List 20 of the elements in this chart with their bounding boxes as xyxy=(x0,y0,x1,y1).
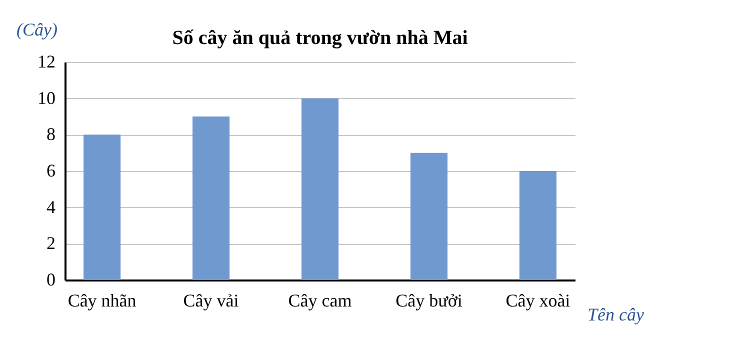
y-tick-label: 10 xyxy=(38,88,56,108)
x-tick-label: Cây cam xyxy=(288,290,352,310)
y-tick-label: 6 xyxy=(46,160,56,180)
y-axis-title: (Cây) xyxy=(16,20,58,40)
bar xyxy=(519,171,556,280)
bar xyxy=(192,116,230,280)
y-tick-label: 4 xyxy=(46,196,56,217)
bar xyxy=(84,134,121,280)
x-tick-label: Cây bưởi xyxy=(396,290,462,310)
x-tick-label: Cây vải xyxy=(183,290,239,310)
x-tick-label: Cây nhãn xyxy=(68,290,136,310)
y-tick-label: 8 xyxy=(46,124,56,144)
x-tick-label: Cây xoài xyxy=(506,290,570,310)
y-tick-label: 12 xyxy=(38,52,56,72)
chart-title: Số cây ăn quả trong vườn nhà Mai xyxy=(172,27,468,49)
x-axis-title: Tên cây xyxy=(588,304,644,324)
bar xyxy=(301,98,339,280)
bar xyxy=(410,152,448,280)
y-tick-label: 2 xyxy=(46,233,56,254)
y-tick-label: 0 xyxy=(46,270,56,290)
